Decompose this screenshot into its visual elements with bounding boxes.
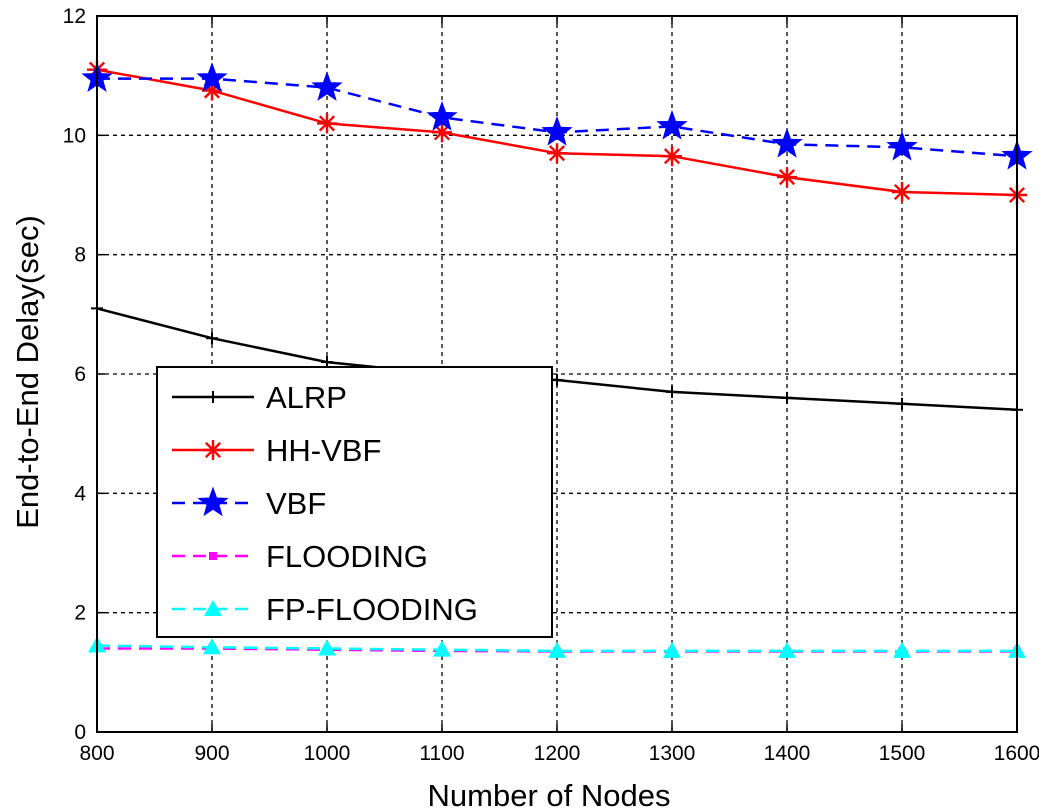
series-fp-flooding xyxy=(88,636,1026,658)
x-tick-label: 1400 xyxy=(764,742,811,765)
data-point xyxy=(196,62,228,92)
data-point xyxy=(656,109,688,140)
data-point xyxy=(311,71,343,101)
legend-marker xyxy=(197,486,229,517)
data-point xyxy=(426,100,458,131)
data-point xyxy=(432,122,452,143)
legend-marker xyxy=(204,600,222,616)
data-point xyxy=(318,639,336,656)
legend-label: FLOODING xyxy=(266,539,428,574)
y-tick-label: 12 xyxy=(63,5,86,28)
x-tick-label: 1500 xyxy=(879,742,926,765)
y-axis-title: End-to-End Delay(sec) xyxy=(10,215,45,529)
data-point xyxy=(547,143,567,164)
y-tick-label: 8 xyxy=(74,244,86,267)
data-point xyxy=(541,115,573,146)
legend-marker xyxy=(207,391,219,403)
x-tick-label: 900 xyxy=(194,742,229,765)
data-point xyxy=(778,641,796,658)
y-tick-label: 4 xyxy=(74,482,86,505)
legend-label: FP-FLOODING xyxy=(266,592,478,627)
data-point xyxy=(666,385,678,398)
legend-label: VBF xyxy=(266,486,326,521)
legend-label: HH-VBF xyxy=(266,433,381,468)
legend-label: ALRP xyxy=(266,380,347,415)
axis-ticks: 800 900 1000 1100 1200 1300 1400 1500 1600 0 2 4 6 8 1… xyxy=(63,5,1039,765)
data-point xyxy=(771,127,803,158)
y-tick-label: 0 xyxy=(74,721,86,744)
x-axis-title: Number of Nodes xyxy=(428,778,671,812)
legend: ALRP HH-VBF VBF FLOODING FP-FLOODING xyxy=(156,366,553,638)
data-point xyxy=(886,130,918,161)
data-point xyxy=(317,113,337,134)
data-point xyxy=(663,641,681,658)
y-tick-label: 10 xyxy=(63,124,86,147)
legend-marker xyxy=(203,440,223,460)
data-point xyxy=(777,167,797,188)
legend-marker xyxy=(209,552,217,560)
data-point xyxy=(203,638,221,655)
data-point xyxy=(548,641,566,658)
x-tick-label: 1100 xyxy=(419,742,464,765)
x-tick-label: 1000 xyxy=(304,742,351,765)
x-tick-label: 1600 xyxy=(994,742,1039,765)
x-tick-label: 1300 xyxy=(649,742,696,765)
data-point xyxy=(433,640,451,657)
data-point xyxy=(896,397,908,410)
series-layer xyxy=(81,59,1033,658)
x-tick-label: 800 xyxy=(79,742,114,765)
data-point xyxy=(206,332,218,345)
x-tick-label: 1200 xyxy=(534,742,581,765)
series-vbf xyxy=(81,62,1033,170)
y-tick-label: 6 xyxy=(74,363,86,386)
series-line xyxy=(96,644,1017,653)
data-point xyxy=(892,182,912,203)
data-point xyxy=(893,641,911,658)
y-tick-label: 2 xyxy=(74,602,86,625)
data-point xyxy=(781,391,793,404)
data-point xyxy=(662,146,682,167)
